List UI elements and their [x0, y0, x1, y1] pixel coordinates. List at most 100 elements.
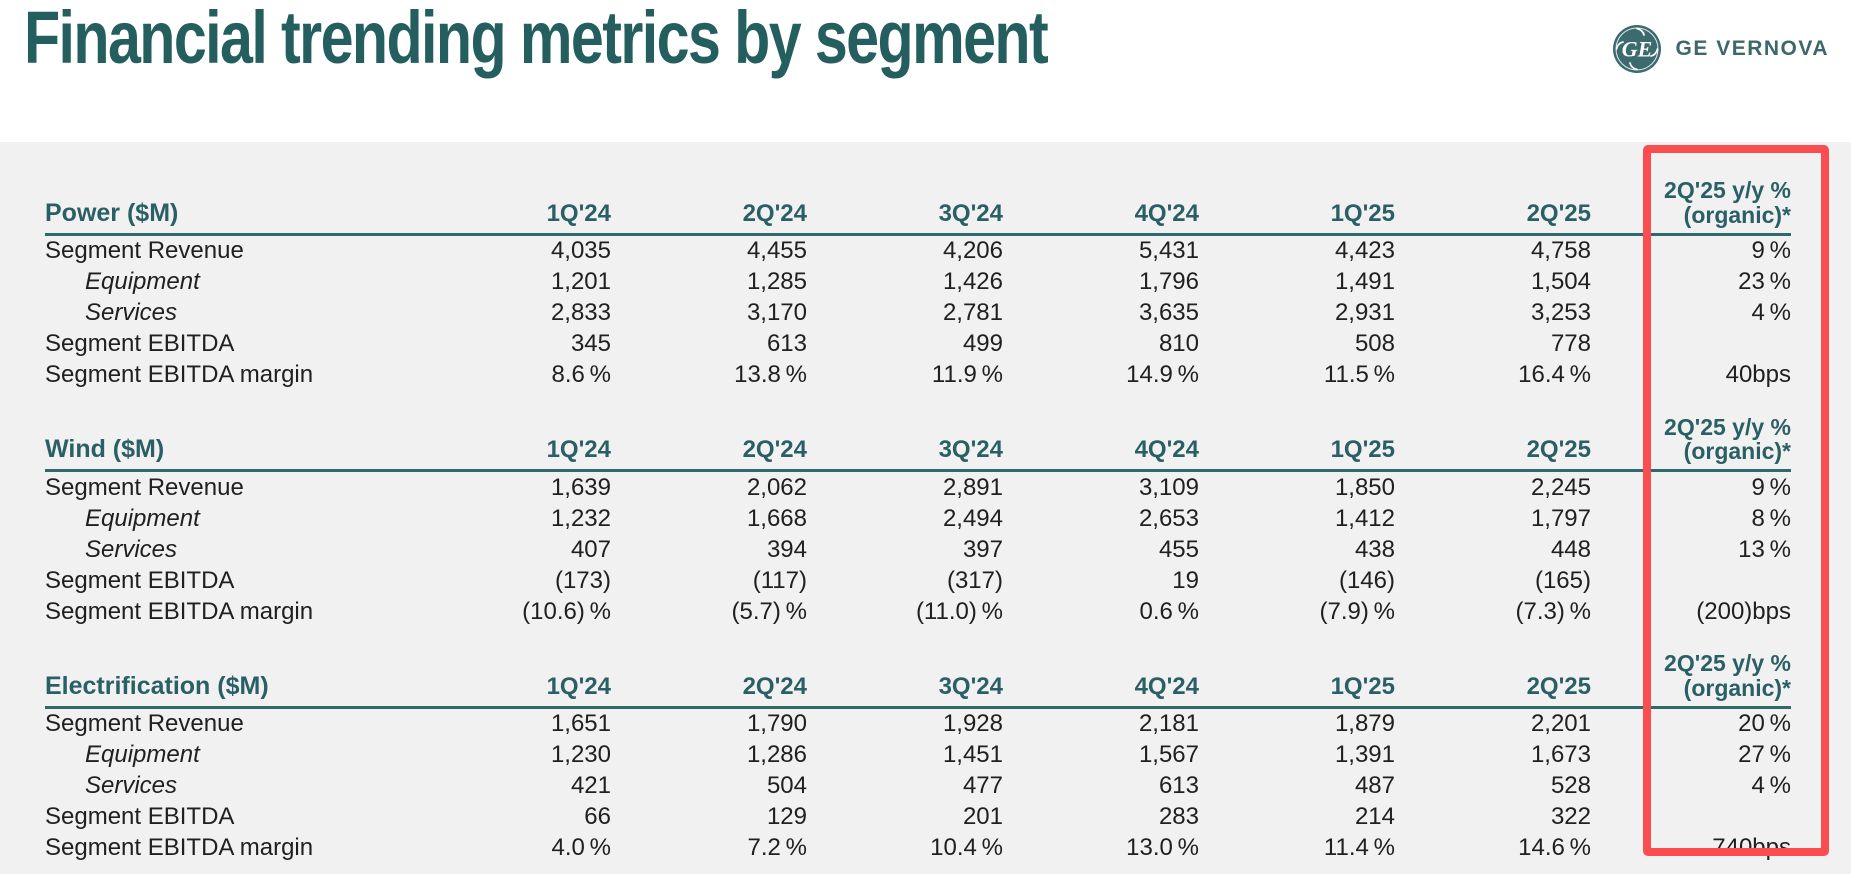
segment-title: Electrification ($M): [45, 651, 415, 709]
value-cell: 4,758: [1530, 237, 1591, 265]
value-cell: 2,931: [1334, 299, 1395, 327]
value-cell: 13.0 %: [1126, 834, 1199, 862]
value-cell: 1,286: [746, 741, 807, 769]
table-row: Equipment 1,201 1,285 1,426 1,796 1,491 1,504 2…: [45, 267, 1791, 298]
yoy-header-line2: (organic)*: [1683, 438, 1791, 465]
value-cell: 4,423: [1334, 237, 1395, 265]
value-cell: 2,891: [942, 473, 1003, 501]
column-header-quarter: 4Q'24: [1003, 414, 1199, 473]
column-header-quarter: 1Q'24: [415, 414, 611, 473]
yoy-value-cell: 23 %: [1738, 268, 1791, 296]
value-cell: 1,491: [1334, 268, 1395, 296]
value-cell: 2,653: [1138, 504, 1199, 532]
segment-table-electrification: Electrification ($M) 1Q'24 2Q'24 3Q'24 4Q'24…: [45, 651, 1791, 864]
yoy-header-line2: (organic)*: [1683, 201, 1791, 228]
value-cell: 4,455: [746, 237, 807, 265]
table-row: Segment EBITDA margin 8.6 % 13.8 % 11.9 % 14…: [45, 360, 1791, 391]
value-cell: 455: [1158, 535, 1199, 563]
value-cell: 1,797: [1530, 504, 1591, 532]
table-row: Services 421 504 477 613 487 528 4 %: [45, 771, 1791, 802]
table-row: Services 2,833 3,170 2,781 3,635 2,931 3,253 4 …: [45, 298, 1791, 329]
segment-title: Wind ($M): [45, 414, 415, 473]
value-cell: (165): [1534, 566, 1591, 594]
value-cell: 1,668: [746, 504, 807, 532]
yoy-value-cell: 27 %: [1738, 741, 1791, 769]
column-header-quarter: 2Q'24: [611, 178, 807, 236]
value-cell: 13.8 %: [734, 361, 807, 389]
segment-table-wind: Wind ($M) 1Q'24 2Q'24 3Q'24 4Q'24 1Q'25 2Q'25 2…: [45, 413, 1791, 628]
column-header-yoy: 2Q'25 y/y % (organic)*: [1591, 651, 1791, 709]
row-label: Services: [85, 772, 178, 800]
table-row: Segment Revenue 4,035 4,455 4,206 5,431 4,423…: [45, 234, 1791, 267]
ge-monogram-icon: GE: [1612, 24, 1662, 74]
value-cell: 508: [1354, 330, 1395, 358]
table-row: Segment EBITDA (173) (117) (317) 19 (146) (165…: [45, 565, 1791, 596]
column-header-quarter: 1Q'25: [1199, 414, 1395, 473]
row-label: Segment Revenue: [45, 237, 244, 265]
row-label: Segment EBITDA: [45, 330, 235, 358]
value-cell: 14.6 %: [1518, 834, 1591, 862]
row-label: Segment EBITDA: [45, 566, 235, 594]
value-cell: 1,639: [550, 473, 611, 501]
yoy-value-cell: 40bps: [1725, 361, 1791, 389]
value-cell: 1,451: [942, 741, 1003, 769]
value-cell: 5,431: [1138, 237, 1199, 265]
value-cell: 214: [1354, 803, 1395, 831]
table-row: Segment EBITDA margin 4.0 % 7.2 % 10.4 % 13.…: [45, 833, 1791, 864]
value-cell: 499: [962, 330, 1003, 358]
value-cell: 448: [1550, 535, 1591, 563]
row-label: Segment EBITDA: [45, 803, 235, 831]
column-header-quarter: 2Q'24: [611, 414, 807, 473]
row-label: Segment EBITDA margin: [45, 834, 314, 862]
value-cell: 1,651: [550, 710, 611, 738]
value-cell: 1,928: [942, 710, 1003, 738]
row-label: Segment EBITDA margin: [45, 597, 314, 625]
column-header-quarter: 2Q'25: [1395, 651, 1591, 709]
column-header-quarter: 2Q'25: [1395, 414, 1591, 473]
yoy-value-cell: [1591, 565, 1791, 596]
yoy-value-cell: 9 %: [1751, 237, 1792, 265]
value-cell: 2,833: [550, 299, 611, 327]
row-label: Segment Revenue: [45, 473, 244, 501]
table-row: Segment Revenue 1,639 2,062 2,891 3,109 1,850…: [45, 471, 1791, 504]
value-cell: 397: [962, 535, 1003, 563]
value-cell: 3,170: [746, 299, 807, 327]
metrics-panel: Power ($M) 1Q'24 2Q'24 3Q'24 4Q'24 1Q'25 2Q'25…: [0, 142, 1851, 874]
row-label: Equipment: [85, 504, 200, 532]
value-cell: 129: [766, 803, 807, 831]
svg-text:GE: GE: [1621, 37, 1652, 62]
value-cell: 438: [1354, 535, 1395, 563]
value-cell: 528: [1550, 772, 1591, 800]
yoy-header-line1: 2Q'25 y/y %: [1664, 177, 1791, 203]
column-header-yoy: 2Q'25 y/y % (organic)*: [1591, 413, 1791, 473]
yoy-value-cell: 740bps: [1712, 834, 1791, 862]
column-header-quarter: 3Q'24: [807, 651, 1003, 709]
yoy-value-cell: 9 %: [1751, 473, 1792, 501]
value-cell: 1,850: [1334, 473, 1395, 501]
value-cell: 1,285: [746, 268, 807, 296]
yoy-value-cell: 4 %: [1751, 772, 1792, 800]
value-cell: 2,245: [1530, 473, 1591, 501]
value-cell: 1,567: [1138, 741, 1199, 769]
table-row: Segment Revenue 1,651 1,790 1,928 2,181 1,879…: [45, 707, 1791, 740]
column-header-quarter: 4Q'24: [1003, 651, 1199, 709]
table-row: Segment EBITDA 66 129 201 283 214 322: [45, 802, 1791, 833]
value-cell: 613: [1158, 772, 1199, 800]
segment-table-power: Power ($M) 1Q'24 2Q'24 3Q'24 4Q'24 1Q'25 2Q'25…: [45, 178, 1791, 391]
value-cell: 1,230: [550, 741, 611, 769]
value-cell: 810: [1158, 330, 1199, 358]
value-cell: 11.9 %: [931, 361, 1003, 389]
segment-tables: Power ($M) 1Q'24 2Q'24 3Q'24 4Q'24 1Q'25 2Q'25…: [45, 178, 1851, 864]
value-cell: 283: [1158, 803, 1199, 831]
column-header-quarter: 2Q'24: [611, 651, 807, 709]
value-cell: 2,062: [746, 473, 807, 501]
value-cell: 10.4 %: [930, 834, 1003, 862]
yoy-header-line1: 2Q'25 y/y %: [1664, 413, 1791, 440]
column-header-quarter: 1Q'24: [415, 178, 611, 236]
value-cell: 1,391: [1334, 741, 1395, 769]
row-label: Services: [85, 299, 178, 327]
value-cell: (117): [752, 566, 807, 594]
value-cell: (7.3) %: [1515, 597, 1592, 625]
yoy-value-cell: [1591, 802, 1791, 833]
yoy-value-cell: (200)bps: [1696, 597, 1791, 625]
